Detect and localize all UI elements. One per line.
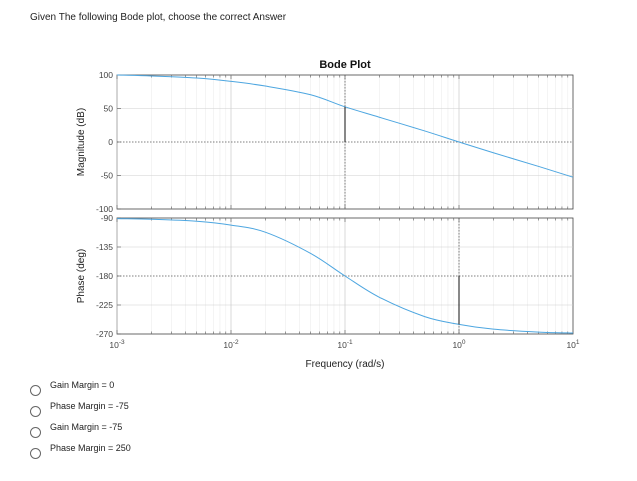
radio-button[interactable]: [30, 385, 41, 396]
phase-series-line: [116, 218, 574, 334]
phase-y-tick-label: -270: [96, 329, 113, 339]
option-phase-margin-250[interactable]: Phase Margin = 250: [30, 443, 250, 463]
frequency-tick-label: 10-1: [337, 339, 353, 350]
magnitude-y-tick-label: 0: [108, 137, 113, 147]
phase-y-tick-label: -135: [96, 242, 113, 252]
frequency-tick-label: 101: [566, 339, 579, 350]
option-label: Gain Margin = 0: [50, 380, 115, 390]
radio-button[interactable]: [30, 448, 41, 459]
phase-axis-label: Phase (deg): [76, 249, 87, 303]
frequency-tick-label: 10-2: [223, 339, 239, 350]
option-label: Phase Margin = -75: [50, 401, 129, 411]
phase-panel: -90 -135 -180 -225 -270 Phase (deg): [76, 213, 574, 339]
option-phase-margin-neg75[interactable]: Phase Margin = -75: [30, 401, 250, 421]
option-label: Phase Margin = 250: [50, 443, 131, 453]
magnitude-y-tick-label: 50: [104, 104, 114, 114]
bode-plot: Bode Plot 100 50 0 -50 -100 Magnitude (dB) -…: [76, 59, 580, 370]
option-label: Gain Margin = -75: [50, 422, 123, 432]
radio-button[interactable]: [30, 406, 41, 417]
question-text: Given The following Bode plot, choose th…: [30, 12, 287, 23]
magnitude-y-tick-label: -50: [101, 171, 114, 181]
magnitude-panel: 100 50 0 -50 -100 Magnitude (dB): [76, 70, 574, 214]
frequency-tick-label: 100: [452, 339, 465, 350]
phase-y-tick-label: -180: [96, 271, 113, 281]
radio-button[interactable]: [30, 427, 41, 438]
phase-y-tick-label: -90: [101, 213, 114, 223]
magnitude-y-tick-label: -100: [96, 204, 113, 214]
frequency-axis-label: Frequency (rad/s): [306, 359, 385, 370]
phase-y-tick-label: -225: [96, 300, 113, 310]
frequency-tick-label: 10-3: [109, 339, 125, 350]
magnitude-y-tick-label: 100: [99, 70, 113, 80]
chart-title: Bode Plot: [319, 59, 371, 71]
option-gain-margin-neg75[interactable]: Gain Margin = -75: [30, 422, 250, 442]
magnitude-axis-label: Magnitude (dB): [76, 108, 87, 176]
option-gain-margin-0[interactable]: Gain Margin = 0: [30, 380, 250, 400]
